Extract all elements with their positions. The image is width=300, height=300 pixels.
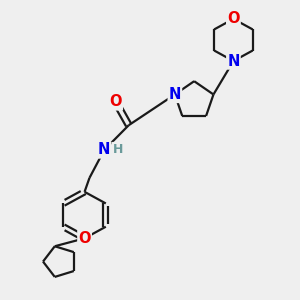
Text: N: N [98, 142, 110, 158]
Text: N: N [227, 53, 240, 68]
Text: O: O [110, 94, 122, 110]
Text: H: H [113, 143, 123, 156]
Text: O: O [227, 11, 240, 26]
Text: O: O [78, 231, 91, 246]
Text: N: N [169, 87, 181, 102]
